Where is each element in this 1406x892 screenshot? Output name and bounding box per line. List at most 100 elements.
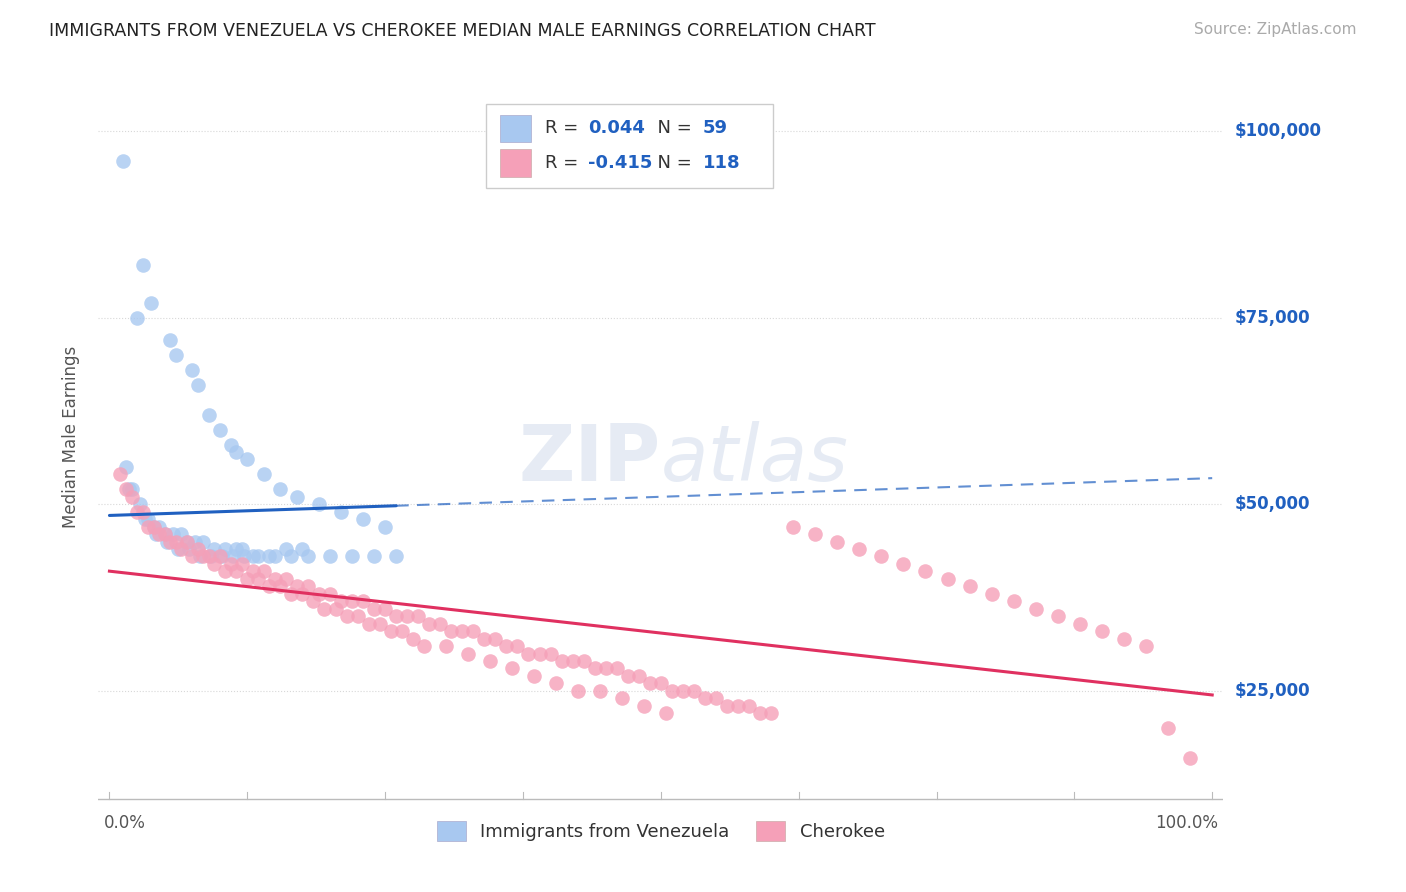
Text: N =: N =	[647, 120, 697, 137]
Text: Source: ZipAtlas.com: Source: ZipAtlas.com	[1194, 22, 1357, 37]
Point	[197, 408, 219, 422]
Point	[225, 445, 247, 459]
Point	[363, 601, 385, 615]
Point	[231, 557, 253, 571]
Point	[936, 572, 959, 586]
Point	[208, 549, 231, 564]
Point	[693, 691, 716, 706]
Point	[214, 542, 236, 557]
Point	[738, 698, 761, 713]
Point	[156, 534, 179, 549]
Point	[297, 549, 319, 564]
Point	[181, 363, 204, 377]
Point	[440, 624, 463, 639]
Point	[274, 542, 297, 557]
Point	[187, 542, 209, 557]
Point	[848, 542, 870, 557]
Point	[142, 519, 165, 533]
Point	[263, 549, 285, 564]
Point	[219, 437, 242, 451]
Point	[259, 579, 281, 593]
Point	[330, 505, 353, 519]
Point	[749, 706, 772, 721]
Point	[242, 549, 264, 564]
Point	[280, 549, 302, 564]
Point	[285, 490, 308, 504]
Point	[208, 423, 231, 437]
Point	[1002, 594, 1025, 608]
Point	[222, 549, 245, 564]
Point	[170, 542, 193, 557]
Point	[202, 557, 225, 571]
Point	[804, 527, 827, 541]
Point	[136, 512, 159, 526]
Point	[193, 534, 215, 549]
Point	[115, 483, 138, 497]
Point	[655, 706, 678, 721]
Text: $75,000: $75,000	[1234, 309, 1310, 326]
Point	[650, 676, 672, 690]
Point	[672, 683, 695, 698]
Point	[340, 549, 363, 564]
Point	[704, 691, 727, 706]
Point	[134, 512, 156, 526]
Point	[352, 512, 374, 526]
Point	[181, 549, 204, 564]
Point	[463, 624, 485, 639]
Point	[1091, 624, 1114, 639]
Point	[1046, 609, 1069, 624]
Point	[959, 579, 981, 593]
Point	[184, 534, 207, 549]
Point	[165, 348, 187, 362]
Point	[302, 594, 325, 608]
Point	[162, 527, 184, 541]
Point	[153, 527, 176, 541]
Point	[825, 534, 848, 549]
Point	[572, 654, 595, 668]
Point	[211, 549, 233, 564]
Point	[111, 153, 134, 168]
Point	[176, 534, 198, 549]
Point	[285, 579, 308, 593]
Point	[495, 639, 517, 653]
Point	[110, 467, 132, 482]
Point	[225, 542, 247, 557]
Text: Median Male Earnings: Median Male Earnings	[62, 346, 80, 528]
Point	[259, 549, 281, 564]
Point	[451, 624, 474, 639]
Point	[115, 459, 138, 474]
Point	[523, 669, 546, 683]
Point	[159, 534, 181, 549]
Point	[506, 639, 529, 653]
Point	[177, 542, 200, 557]
Text: 59: 59	[703, 120, 727, 137]
Point	[616, 669, 638, 683]
Point	[219, 557, 242, 571]
Point	[434, 639, 457, 653]
Point	[197, 549, 219, 564]
Point	[142, 519, 165, 533]
Point	[253, 467, 276, 482]
Point	[589, 683, 612, 698]
Point	[129, 497, 152, 511]
Point	[125, 310, 148, 325]
Point	[136, 519, 159, 533]
Point	[567, 683, 589, 698]
Text: R =: R =	[546, 153, 583, 172]
Text: IMMIGRANTS FROM VENEZUELA VS CHEROKEE MEDIAN MALE EARNINGS CORRELATION CHART: IMMIGRANTS FROM VENEZUELA VS CHEROKEE ME…	[49, 22, 876, 40]
Point	[269, 483, 291, 497]
Point	[429, 616, 451, 631]
Point	[478, 654, 501, 668]
Point	[214, 565, 236, 579]
Point	[188, 549, 211, 564]
Point	[683, 683, 706, 698]
Point	[363, 549, 385, 564]
Point	[612, 691, 634, 706]
Point	[148, 527, 170, 541]
Point	[236, 452, 259, 467]
Point	[595, 661, 617, 675]
Point	[236, 572, 259, 586]
Point	[501, 661, 523, 675]
Point	[121, 483, 143, 497]
Text: N =: N =	[647, 153, 697, 172]
